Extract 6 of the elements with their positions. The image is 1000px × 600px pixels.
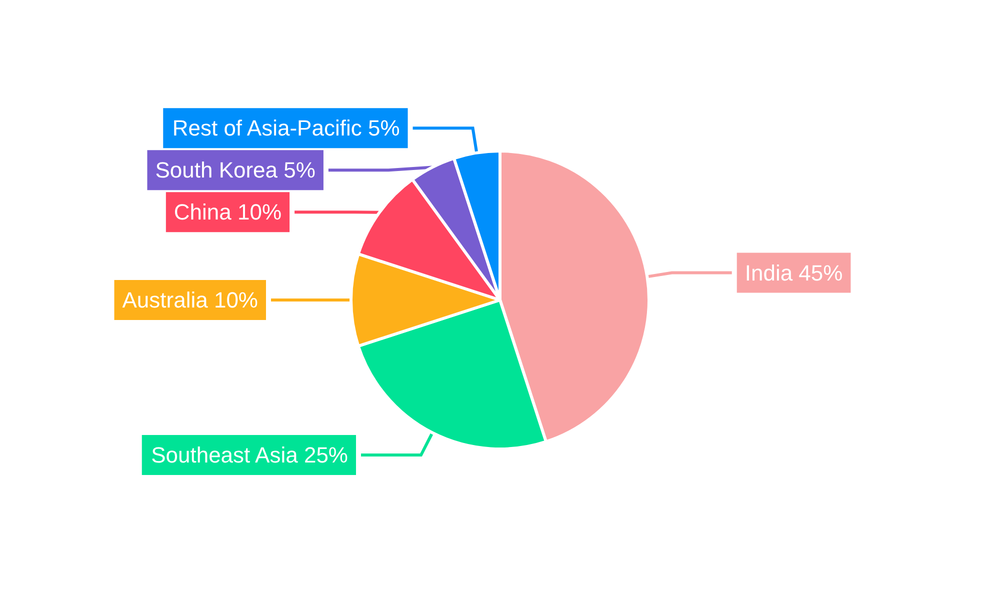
- slice-label: India 45%: [744, 260, 843, 286]
- slice-label: Southeast Asia 25%: [151, 442, 348, 468]
- slice-label: Rest of Asia-Pacific 5%: [172, 116, 400, 141]
- slice-label: South Korea 5%: [155, 158, 316, 183]
- slice-label: Australia 10%: [122, 288, 258, 312]
- slice-label: China 10%: [174, 200, 282, 225]
